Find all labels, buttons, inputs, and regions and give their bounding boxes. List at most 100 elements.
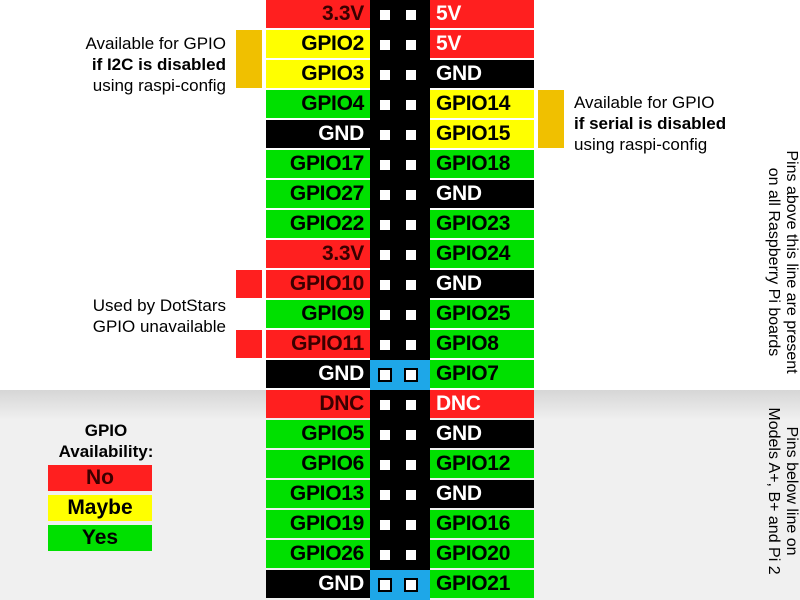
pin-square-icon — [404, 488, 418, 502]
pin-square-icon — [404, 278, 418, 292]
pin-square-icon — [378, 98, 392, 112]
pin-pair — [370, 240, 430, 270]
pin-label-right: GND — [430, 420, 534, 448]
pin-square-icon — [404, 188, 418, 202]
pin-label-left: GPIO2 — [266, 30, 370, 58]
pin-label-left: GPIO17 — [266, 150, 370, 178]
pin-square-icon — [378, 38, 392, 52]
pin-label-left: GPIO27 — [266, 180, 370, 208]
pin-square-icon — [404, 518, 418, 532]
pin-label-left: GPIO22 — [266, 210, 370, 238]
pin-label-right: GND — [430, 480, 534, 508]
pin-square-icon — [404, 128, 418, 142]
pin-pair — [370, 390, 430, 420]
pin-label-right: 5V — [430, 0, 534, 28]
pin-label-right: GPIO16 — [430, 510, 534, 538]
pin-square-icon — [404, 8, 418, 22]
pin-square-icon — [378, 428, 392, 442]
pin-square-icon — [378, 278, 392, 292]
pin-square-icon — [378, 128, 392, 142]
pin-pair — [370, 180, 430, 210]
pin-label-right: 5V — [430, 30, 534, 58]
pin-label-left: GPIO5 — [266, 420, 370, 448]
pin-square-icon — [404, 458, 418, 472]
pin-square-icon — [404, 368, 418, 382]
pin-pair — [370, 540, 430, 570]
pin-label-left: GPIO9 — [266, 300, 370, 328]
pin-square-icon — [404, 218, 418, 232]
pin-label-left: GPIO6 — [266, 450, 370, 478]
pin-square-icon — [378, 368, 392, 382]
pin-square-icon — [378, 308, 392, 322]
pin-label-right: GND — [430, 60, 534, 88]
pin-label-right: GPIO14 — [430, 90, 534, 118]
pin-pair — [370, 210, 430, 240]
pin-label-right: GPIO23 — [430, 210, 534, 238]
pin-pair — [370, 480, 430, 510]
pin-pair — [370, 360, 430, 390]
legend-maybe: Maybe — [48, 495, 152, 521]
pin-square-icon — [378, 8, 392, 22]
pin-square-icon — [404, 578, 418, 592]
pin-pair — [370, 120, 430, 150]
pin-label-left: 3.3V — [266, 0, 370, 28]
pin-label-right: GPIO25 — [430, 300, 534, 328]
pin-pair — [370, 510, 430, 540]
pin-square-icon — [378, 488, 392, 502]
pin-pair — [370, 420, 430, 450]
pin-square-icon — [378, 458, 392, 472]
dotstars-marker-gpio11 — [236, 330, 262, 358]
pin-label-left: 3.3V — [266, 240, 370, 268]
pin-label-right: GPIO21 — [430, 570, 534, 598]
pin-square-icon — [404, 398, 418, 412]
pin-label-right: GND — [430, 180, 534, 208]
pin-square-icon — [404, 308, 418, 322]
pin-square-icon — [404, 158, 418, 172]
pin-square-icon — [378, 188, 392, 202]
pin-square-icon — [404, 338, 418, 352]
upper-pins-caption: Pins above this line are present on all … — [765, 150, 800, 374]
pin-pair — [370, 570, 430, 600]
pin-label-left: GND — [266, 360, 370, 388]
pin-square-icon — [404, 428, 418, 442]
pin-label-left: GPIO13 — [266, 480, 370, 508]
dotstars-marker-gpio10 — [236, 270, 262, 298]
pin-label-right: GPIO20 — [430, 540, 534, 568]
pin-label-right: GPIO15 — [430, 120, 534, 148]
pin-square-icon — [404, 68, 418, 82]
lower-pins-caption: Pins below line on Models A+, B+ and Pi … — [765, 407, 800, 575]
pin-label-right: GPIO18 — [430, 150, 534, 178]
legend-yes: Yes — [48, 525, 152, 551]
pin-pair — [370, 330, 430, 360]
pin-square-icon — [404, 248, 418, 262]
pin-pair — [370, 30, 430, 60]
pin-label-right: GPIO8 — [430, 330, 534, 358]
pin-label-left: GPIO4 — [266, 90, 370, 118]
pin-square-icon — [404, 98, 418, 112]
pin-label-left: GPIO3 — [266, 60, 370, 88]
serial-note: Available for GPIO if serial is disabled… — [574, 93, 727, 154]
pin-pair — [370, 450, 430, 480]
pin-square-icon — [378, 248, 392, 262]
pin-square-icon — [404, 38, 418, 52]
i2c-note: Available for GPIO if I2C is disabled us… — [85, 34, 226, 95]
pin-label-right: GND — [430, 270, 534, 298]
pin-pair — [370, 0, 430, 30]
i2c-bracket — [236, 30, 262, 88]
pin-label-left: GPIO10 — [266, 270, 370, 298]
legend-no: No — [48, 465, 152, 491]
pin-pair — [370, 60, 430, 90]
pin-label-left: GPIO26 — [266, 540, 370, 568]
pin-square-icon — [378, 338, 392, 352]
pin-pair — [370, 150, 430, 180]
pin-label-right: GPIO7 — [430, 360, 534, 388]
pin-label-right: GPIO24 — [430, 240, 534, 268]
pin-label-left: GPIO19 — [266, 510, 370, 538]
pin-label-left: GND — [266, 120, 370, 148]
pin-square-icon — [378, 68, 392, 82]
pin-square-icon — [378, 158, 392, 172]
dotstars-note: Used by DotStars GPIO unavailable — [92, 296, 226, 336]
pin-label-right: DNC — [430, 390, 534, 418]
pin-label-left: DNC — [266, 390, 370, 418]
pin-pair — [370, 90, 430, 120]
